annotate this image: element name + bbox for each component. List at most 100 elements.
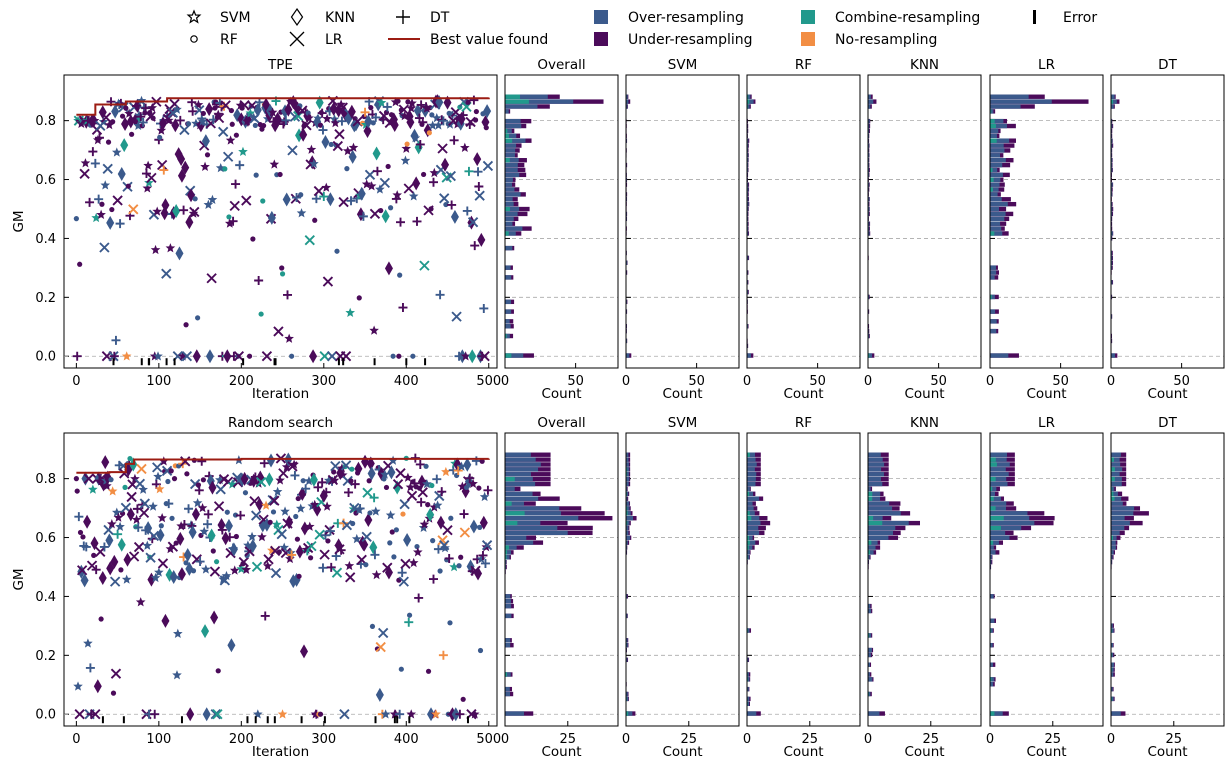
legend-under: Under-resampling xyxy=(594,32,753,48)
point-rf xyxy=(363,562,368,567)
point-rf xyxy=(348,478,353,483)
point-rf xyxy=(211,548,216,553)
y-tick-label: 0.4 xyxy=(35,232,56,247)
hist-bar-over xyxy=(505,197,513,201)
hist-bar-over xyxy=(505,182,512,186)
point-lr xyxy=(130,552,139,561)
point-svm xyxy=(122,574,132,583)
hist-bar-over xyxy=(1111,482,1122,486)
legend-none-label: No-resampling xyxy=(835,32,937,48)
chart-row-0: TPEIterationGM0 100 200 300 400 5000.00.20.40… xyxy=(11,57,1224,402)
point-lr xyxy=(111,577,120,586)
hist-bar-over xyxy=(868,472,884,476)
point-dt xyxy=(470,241,479,250)
point-dt xyxy=(373,167,382,176)
hist-title: RF xyxy=(795,57,812,73)
point-knn xyxy=(106,216,114,230)
point-dt xyxy=(254,276,263,285)
point-rf xyxy=(350,521,355,526)
hist-bar-combine xyxy=(990,231,994,235)
point-rf xyxy=(74,476,79,481)
point-rf xyxy=(367,510,372,515)
point-lr xyxy=(408,491,417,500)
point-svm xyxy=(297,208,307,217)
point-svm xyxy=(270,159,280,168)
point-rf xyxy=(349,467,354,472)
point-svm xyxy=(112,508,122,517)
point-rf xyxy=(448,516,453,521)
hist-bar-over xyxy=(868,501,889,505)
point-svm xyxy=(136,597,146,606)
point-lr xyxy=(362,532,371,541)
hist-bar-combine xyxy=(990,496,994,500)
point-knn xyxy=(403,533,411,547)
point-rf xyxy=(99,202,104,207)
point-rf xyxy=(388,205,393,210)
point-dt xyxy=(463,206,472,215)
point-rf xyxy=(260,198,265,203)
point-rf xyxy=(253,123,258,128)
hist-bar-combine xyxy=(990,526,1001,530)
point-rf xyxy=(184,471,189,476)
hist-bar-over xyxy=(505,187,514,191)
hist-bar-over xyxy=(505,472,531,476)
hist-bar-over xyxy=(1111,472,1120,476)
point-knn xyxy=(159,116,167,130)
point-lr xyxy=(328,352,337,361)
hist-bar-combine xyxy=(990,477,996,481)
point-lr xyxy=(323,277,332,286)
point-rf xyxy=(106,140,111,145)
point-lr xyxy=(103,164,112,173)
hist-x-tick-label: 0 xyxy=(1107,732,1115,747)
point-rf xyxy=(368,105,373,110)
point-knn xyxy=(118,167,126,181)
point-lr xyxy=(224,152,233,161)
y-tick-label: 0.6 xyxy=(35,173,56,188)
point-dt xyxy=(179,206,188,215)
hist-panel-lr: LR0 25Count xyxy=(986,415,1103,760)
point-rf xyxy=(427,130,432,135)
point-rf xyxy=(123,106,128,111)
point-dt xyxy=(429,575,438,584)
point-lr xyxy=(279,469,288,478)
point-lr xyxy=(147,173,156,182)
hist-bar-over xyxy=(990,202,1008,206)
hist-x-axis-label: Count xyxy=(1147,386,1187,402)
hist-bar-over xyxy=(505,711,524,715)
x-axis-label: Iteration xyxy=(252,386,309,402)
point-knn xyxy=(474,566,482,580)
point-knn xyxy=(412,176,420,190)
hist-bar-over xyxy=(868,467,881,471)
hist-bar-combine xyxy=(1111,467,1115,471)
point-dt xyxy=(184,504,193,513)
point-rf xyxy=(296,574,301,579)
point-knn xyxy=(227,638,235,652)
x-tick-label: 500 xyxy=(476,374,501,389)
hist-bar-over xyxy=(747,526,758,530)
point-lr xyxy=(440,194,449,203)
hist-bar-over xyxy=(868,506,892,510)
point-dt xyxy=(404,618,413,627)
y-tick-label: 0.8 xyxy=(35,114,56,129)
point-knn xyxy=(300,644,308,658)
point-knn xyxy=(283,192,291,206)
hist-bar-over xyxy=(505,143,516,147)
hist-bar-over xyxy=(868,545,876,549)
point-lr xyxy=(158,160,167,169)
hist-bar-over xyxy=(505,168,518,172)
point-knn xyxy=(192,507,200,521)
point-rf xyxy=(474,109,479,114)
scatter-title: TPE xyxy=(267,57,293,73)
hist-bar-over xyxy=(1111,540,1116,544)
point-rf xyxy=(289,354,294,359)
hist-title: LR xyxy=(1038,57,1055,73)
point-rf xyxy=(384,485,389,490)
y-tick-label: 0.4 xyxy=(35,590,56,605)
point-knn xyxy=(161,614,169,628)
hist-bar-over xyxy=(868,648,872,652)
point-dt xyxy=(85,198,94,207)
hist-bar-over xyxy=(505,119,521,123)
point-lr xyxy=(127,492,136,501)
legend-diamond-icon xyxy=(292,9,303,25)
hist-bar-combine xyxy=(505,521,517,525)
